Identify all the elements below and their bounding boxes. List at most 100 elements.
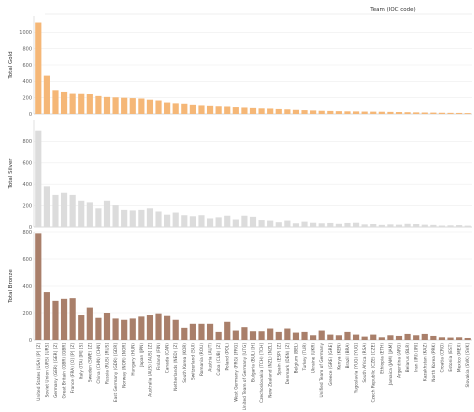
bar[interactable]	[164, 315, 171, 340]
bar[interactable]	[43, 292, 50, 340]
bar[interactable]	[447, 337, 454, 340]
bar[interactable]	[86, 307, 93, 340]
bar[interactable]	[121, 319, 128, 340]
bar[interactable]	[335, 223, 342, 227]
bar[interactable]	[181, 215, 188, 227]
bar[interactable]	[164, 214, 171, 227]
bar[interactable]	[438, 112, 446, 114]
bar[interactable]	[335, 111, 342, 114]
bar[interactable]	[352, 334, 360, 340]
bar[interactable]	[241, 107, 248, 114]
bar[interactable]	[464, 113, 471, 114]
bar[interactable]	[258, 331, 265, 340]
bar[interactable]	[172, 103, 179, 114]
bar[interactable]	[146, 99, 154, 114]
bar[interactable]	[129, 98, 136, 114]
bar[interactable]	[344, 111, 351, 114]
bar[interactable]	[413, 224, 420, 227]
bar[interactable]	[112, 205, 119, 227]
bar[interactable]	[456, 337, 463, 340]
bar[interactable]	[43, 186, 50, 227]
bar[interactable]	[121, 209, 128, 227]
bar[interactable]	[413, 112, 420, 114]
bar[interactable]	[284, 220, 291, 227]
bar[interactable]	[121, 97, 128, 114]
bar[interactable]	[318, 110, 325, 114]
bar[interactable]	[318, 223, 325, 227]
bar[interactable]	[112, 97, 119, 114]
bar[interactable]	[267, 328, 274, 340]
bar[interactable]	[224, 106, 231, 114]
bar[interactable]	[258, 108, 265, 114]
bar[interactable]	[52, 300, 59, 340]
bar[interactable]	[456, 225, 463, 227]
bar[interactable]	[215, 106, 222, 114]
bar[interactable]	[456, 112, 463, 114]
bar[interactable]	[112, 318, 119, 340]
bar[interactable]	[241, 327, 248, 340]
bar[interactable]	[404, 223, 411, 227]
bar[interactable]	[361, 111, 368, 114]
bar[interactable]	[198, 105, 205, 114]
bar[interactable]	[395, 335, 403, 340]
bar[interactable]	[52, 90, 59, 114]
bar[interactable]	[249, 216, 257, 227]
bar[interactable]	[78, 93, 85, 114]
bar[interactable]	[327, 110, 334, 114]
bar[interactable]	[224, 215, 231, 227]
bar[interactable]	[241, 215, 248, 227]
bar[interactable]	[138, 316, 145, 340]
bar[interactable]	[430, 112, 437, 114]
bar[interactable]	[95, 317, 102, 340]
bar[interactable]	[361, 224, 368, 227]
bar[interactable]	[301, 331, 308, 340]
bar[interactable]	[172, 212, 179, 227]
bar[interactable]	[301, 221, 308, 227]
bar[interactable]	[155, 313, 162, 340]
bar[interactable]	[129, 210, 136, 227]
bar[interactable]	[232, 330, 239, 340]
bar[interactable]	[438, 337, 446, 340]
bar[interactable]	[370, 334, 377, 340]
bar[interactable]	[404, 112, 411, 114]
bar[interactable]	[189, 104, 196, 114]
bar[interactable]	[387, 224, 394, 227]
bar[interactable]	[258, 220, 265, 227]
bar[interactable]	[421, 333, 428, 340]
bar[interactable]	[284, 328, 291, 340]
bar[interactable]	[181, 103, 188, 114]
bar[interactable]	[301, 110, 308, 114]
bar[interactable]	[387, 335, 394, 340]
bar[interactable]	[103, 313, 111, 340]
bar[interactable]	[430, 224, 437, 227]
bar[interactable]	[292, 109, 300, 114]
bar[interactable]	[35, 130, 42, 227]
bar[interactable]	[310, 335, 317, 340]
bar[interactable]	[69, 298, 76, 340]
bar[interactable]	[310, 110, 317, 114]
bar[interactable]	[275, 331, 282, 340]
bar[interactable]	[370, 224, 377, 227]
bar[interactable]	[395, 224, 403, 227]
bar[interactable]	[387, 111, 394, 114]
bar[interactable]	[78, 315, 85, 340]
bar[interactable]	[378, 111, 385, 114]
bar[interactable]	[438, 225, 446, 227]
bar[interactable]	[284, 109, 291, 114]
bar[interactable]	[232, 107, 239, 114]
bar[interactable]	[215, 217, 222, 227]
bar[interactable]	[275, 222, 282, 227]
bar[interactable]	[292, 332, 300, 340]
bar[interactable]	[189, 323, 196, 340]
bar[interactable]	[155, 211, 162, 227]
bar[interactable]	[249, 107, 257, 114]
bar[interactable]	[352, 111, 360, 114]
bar[interactable]	[421, 224, 428, 227]
bar[interactable]	[413, 335, 420, 340]
bar[interactable]	[224, 321, 231, 340]
bar[interactable]	[447, 225, 454, 227]
bar[interactable]	[267, 220, 274, 227]
bar[interactable]	[335, 335, 342, 340]
bar[interactable]	[310, 222, 317, 227]
bar[interactable]	[60, 298, 68, 340]
